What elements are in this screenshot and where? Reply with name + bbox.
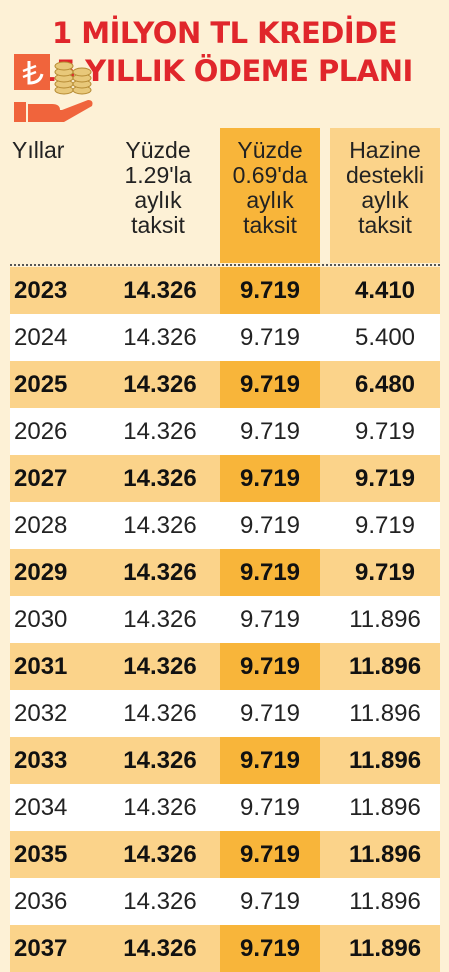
cell-year: 2032 [14, 700, 68, 727]
cell-rate-129: 14.326 [123, 465, 197, 492]
cell-rate-129: 14.326 [123, 324, 197, 351]
cell-rate-129: 14.326 [123, 841, 197, 868]
cell-rate-069: 9.719 [239, 794, 301, 821]
table-row: 2037 14.326 9.719 11.896 [10, 925, 440, 972]
cell-rate-069: 9.719 [220, 925, 320, 972]
header-rate-069-line: taksit [243, 212, 297, 238]
cell-rate-069: 9.719 [220, 267, 320, 314]
table-row: 2032 14.326 9.719 11.896 [10, 690, 440, 737]
cell-treasury: 9.719 [354, 512, 416, 539]
cell-year: 2030 [14, 606, 68, 633]
cell-rate-069: 9.719 [220, 831, 320, 878]
cell-treasury: 11.896 [348, 747, 422, 774]
cell-rate-129: 14.326 [123, 935, 197, 962]
header-years-label: Yıllar [12, 137, 65, 163]
cell-rate-069: 9.719 [239, 700, 301, 727]
cell-treasury: 11.896 [348, 935, 422, 962]
cell-year: 2023 [14, 277, 68, 304]
header-rate-129-line: 1.29'la [124, 162, 192, 188]
cell-treasury: 11.896 [349, 794, 421, 821]
table-row: 2026 14.326 9.719 9.719 [10, 408, 440, 455]
cell-treasury: 5.400 [354, 324, 416, 351]
cell-rate-129: 14.326 [123, 606, 197, 633]
cell-rate-129: 14.326 [123, 512, 197, 539]
cell-treasury: 11.896 [349, 888, 421, 915]
cell-rate-069: 9.719 [220, 643, 320, 690]
table-row: 2033 14.326 9.719 11.896 [10, 737, 440, 784]
cell-rate-069: 9.719 [239, 324, 301, 351]
title-line-1: 1 MİLYON TL KREDİDE [51, 16, 398, 50]
cell-rate-129: 14.326 [123, 418, 197, 445]
cell-rate-129: 14.326 [123, 747, 197, 774]
cell-rate-069: 9.719 [239, 418, 301, 445]
cell-treasury: 6.480 [354, 371, 416, 398]
cell-year: 2028 [14, 512, 68, 539]
cell-year: 2035 [14, 841, 68, 868]
cell-rate-129: 14.326 [123, 794, 197, 821]
cell-year: 2036 [14, 888, 68, 915]
header-treasury-line: destekli [346, 162, 424, 188]
page-title: 1 MİLYON TL KREDİDE 15 YILLIK ÖDEME PLAN… [0, 14, 449, 90]
cell-rate-069: 9.719 [220, 549, 320, 596]
table-row: 2035 14.326 9.719 11.896 [10, 831, 440, 878]
header-rate-129-line: taksit [131, 212, 185, 238]
cell-rate-129: 14.326 [123, 700, 197, 727]
cell-rate-069: 9.719 [220, 455, 320, 502]
header-rate-069-line: aylık [246, 187, 294, 213]
lira-coins-hand-icon [12, 52, 98, 128]
table-row: 2030 14.326 9.719 11.896 [10, 596, 440, 643]
header-divider [10, 264, 440, 266]
cell-year: 2029 [14, 559, 68, 586]
header-treasury-line: taksit [358, 212, 412, 238]
cell-rate-069: 9.719 [239, 888, 301, 915]
header-rate-069: Yüzde 0.69'da aylık taksit [220, 128, 320, 263]
cell-year: 2024 [14, 324, 68, 351]
table-row: 2023 14.326 9.719 4.410 [10, 267, 440, 314]
table-row: 2025 14.326 9.719 6.480 [10, 361, 440, 408]
data-table: 2023 14.326 9.719 4.410 2024 14.326 9.719 5.400… [10, 267, 440, 972]
cell-treasury: 11.896 [349, 700, 421, 727]
cell-treasury: 9.719 [354, 418, 416, 445]
cell-rate-069: 9.719 [220, 361, 320, 408]
table-row: 2028 14.326 9.719 9.719 [10, 502, 440, 549]
header-rate-129-line: aylık [134, 187, 182, 213]
table-header: Yıllar Yüzde 1.29'la aylık taksit Yüzde … [0, 128, 449, 263]
cell-rate-129: 14.326 [123, 371, 197, 398]
cell-year: 2026 [14, 418, 68, 445]
header-rate-129: Yüzde 1.29'la aylık taksit [103, 138, 213, 273]
table-row: 2034 14.326 9.719 11.896 [10, 784, 440, 831]
cell-treasury: 9.719 [354, 559, 416, 586]
cell-rate-069: 9.719 [239, 606, 301, 633]
cell-treasury: 9.719 [354, 465, 416, 492]
cell-rate-129: 14.326 [123, 277, 197, 304]
cell-year: 2027 [14, 465, 68, 492]
cell-treasury: 4.410 [354, 277, 416, 304]
header-treasury-line: Hazine [349, 137, 421, 163]
cell-rate-129: 14.326 [123, 559, 197, 586]
cell-rate-129: 14.326 [123, 653, 197, 680]
header-treasury-line: aylık [361, 187, 409, 213]
cell-treasury: 11.896 [348, 841, 422, 868]
cell-year: 2033 [14, 747, 68, 774]
cell-year: 2034 [14, 794, 68, 821]
header-treasury: Hazine destekli aylık taksit [330, 128, 440, 263]
cell-year: 2025 [14, 371, 68, 398]
cell-treasury: 11.896 [348, 653, 422, 680]
cell-year: 2037 [14, 935, 68, 962]
cell-treasury: 11.896 [349, 606, 421, 633]
header-rate-129-line: Yüzde [125, 137, 191, 163]
cell-rate-069: 9.719 [239, 512, 301, 539]
table-row: 2024 14.326 9.719 5.400 [10, 314, 440, 361]
cell-rate-129: 14.326 [123, 888, 197, 915]
table-row: 2027 14.326 9.719 9.719 [10, 455, 440, 502]
header-rate-069-line: 0.69'da [232, 162, 308, 188]
header-rate-069-line: Yüzde [237, 137, 303, 163]
cell-year: 2031 [14, 653, 68, 680]
table-row: 2029 14.326 9.719 9.719 [10, 549, 440, 596]
table-row: 2031 14.326 9.719 11.896 [10, 643, 440, 690]
title-line-2: 15 YILLIK ÖDEME PLANI [36, 54, 413, 88]
cell-rate-069: 9.719 [220, 737, 320, 784]
header-years: Yıllar [12, 138, 92, 163]
table-row: 2036 14.326 9.719 11.896 [10, 878, 440, 925]
